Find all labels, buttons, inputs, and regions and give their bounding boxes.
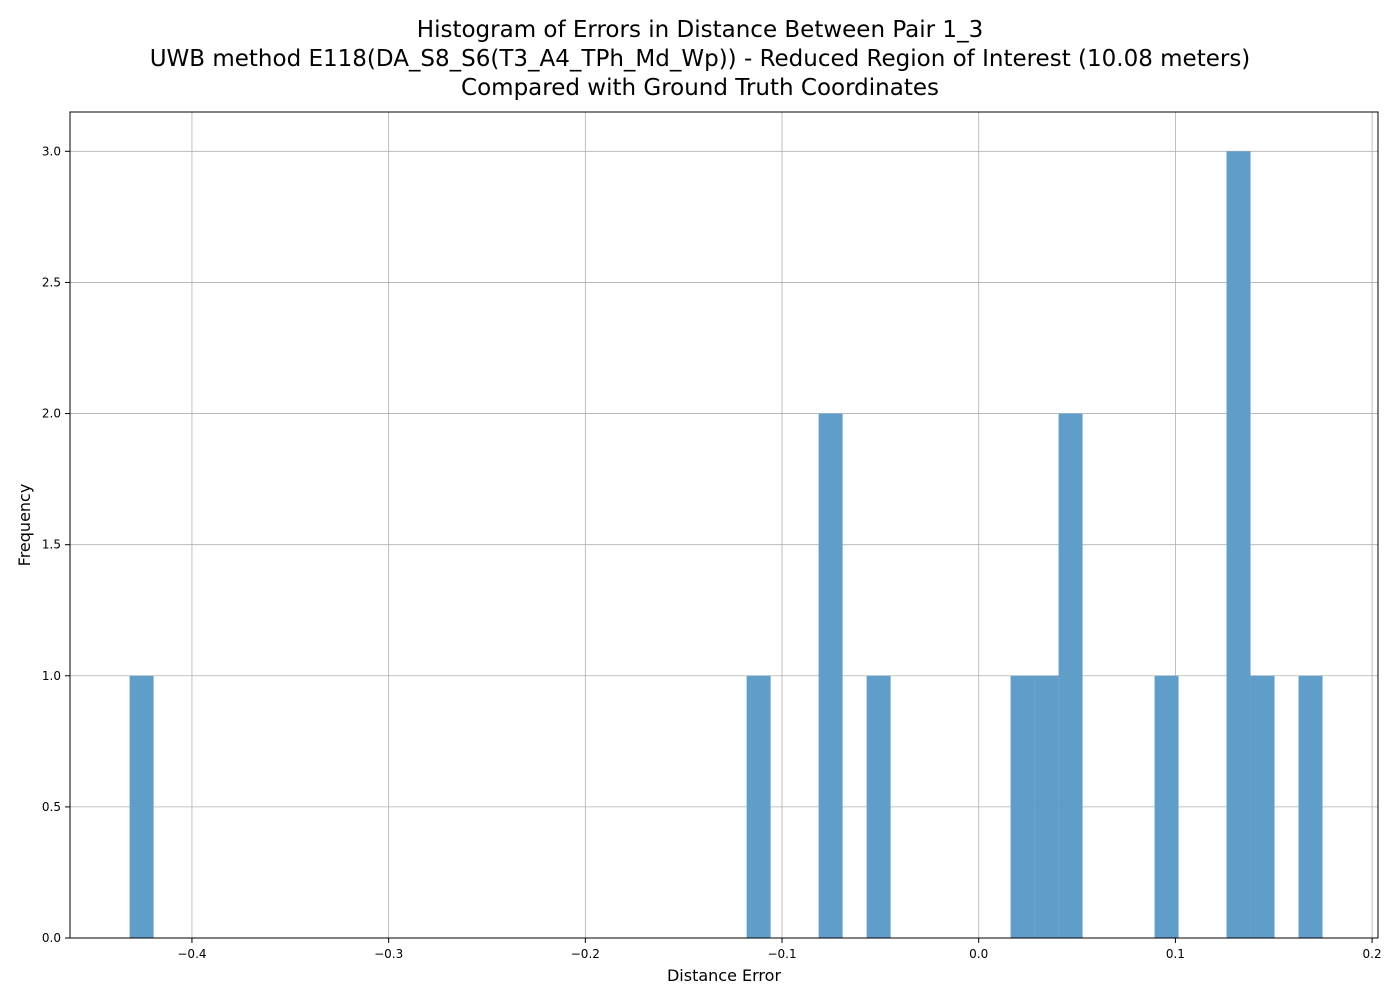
histogram-bar-1 xyxy=(746,675,771,938)
y-tick-label-5: 2.5 xyxy=(42,275,61,289)
y-tick-label-3: 1.5 xyxy=(42,538,61,552)
histogram-bars xyxy=(129,151,1323,939)
x-tick-label-5: 0.1 xyxy=(1166,947,1185,961)
histogram-bar-5 xyxy=(1034,675,1059,938)
chart-title-line-3: Compared with Ground Truth Coordinates xyxy=(461,75,939,101)
x-tick-label-2: −0.2 xyxy=(571,947,600,961)
x-axis-label: Distance Error xyxy=(667,966,781,985)
x-tick-label-3: −0.1 xyxy=(767,947,796,961)
y-tick-label-6: 3.0 xyxy=(42,144,61,158)
x-tick-label-1: −0.3 xyxy=(374,947,403,961)
y-axis-label: Frequency xyxy=(15,484,34,567)
axis-ticks: −0.4 −0.3 −0.2 −0.1 0.0 0.1 0.2 0.0 0.5 1.0 1.5 2.0… xyxy=(42,144,1382,961)
histogram-bar-10 xyxy=(1298,675,1323,938)
histogram-bar-7 xyxy=(1154,675,1179,938)
chart-title-line-2: UWB method E118(DA_S8_S6(T3_A4_TPh_Md_Wp… xyxy=(149,46,1251,72)
y-tick-label-0: 0.0 xyxy=(42,931,61,945)
x-tick-label-4: 0.0 xyxy=(969,947,988,961)
x-tick-label-0: −0.4 xyxy=(177,947,206,961)
grid-lines xyxy=(70,112,1378,939)
histogram-bar-3 xyxy=(866,675,891,938)
histogram-bar-0 xyxy=(129,675,154,938)
y-tick-label-2: 1.0 xyxy=(42,669,61,683)
chart-title-line-1: Histogram of Errors in Distance Between … xyxy=(416,17,984,43)
histogram-bar-2 xyxy=(818,413,843,938)
plot-frame xyxy=(69,111,1379,939)
y-tick-label-4: 2.0 xyxy=(42,407,61,421)
histogram-bar-4 xyxy=(1010,675,1035,938)
histogram-bar-6 xyxy=(1058,413,1083,938)
histogram-bar-9 xyxy=(1250,675,1275,938)
x-tick-label-6: 0.2 xyxy=(1363,947,1382,961)
histogram-bar-8 xyxy=(1226,151,1251,939)
y-tick-label-1: 0.5 xyxy=(42,800,61,814)
